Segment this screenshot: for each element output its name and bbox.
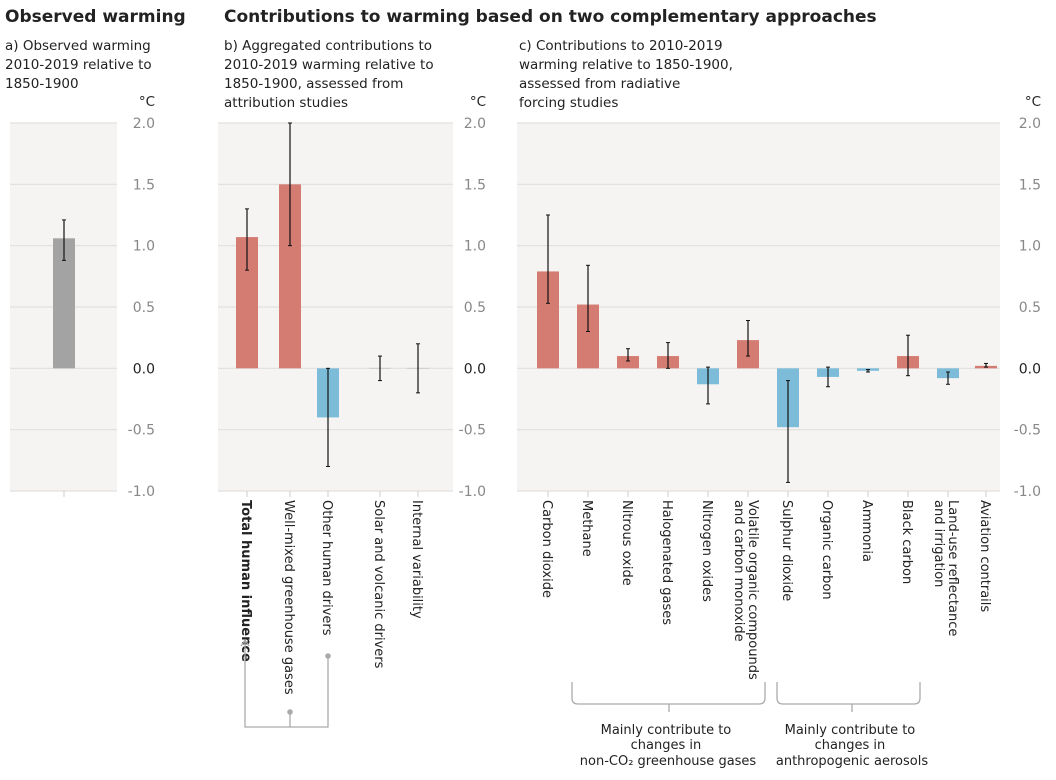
y-tick-label: -0.5 bbox=[1014, 423, 1041, 439]
category-label: Sulphur dioxide bbox=[779, 500, 794, 601]
y-tick-label: 2.0 bbox=[464, 116, 486, 132]
category-label: Black carbon bbox=[899, 500, 914, 584]
bar bbox=[279, 184, 301, 369]
panel-title-line: a) Observed warming bbox=[5, 38, 151, 54]
y-tick-label: -1.0 bbox=[459, 484, 486, 500]
y-tick-label: -0.5 bbox=[128, 423, 155, 439]
unit-label: °C bbox=[470, 94, 486, 110]
y-tick-label: 1.0 bbox=[133, 239, 155, 255]
panel-c: c) Contributions to 2010-2019 warming rel… bbox=[517, 38, 1041, 680]
panel-title-line: 2010-2019 warming relative to bbox=[224, 57, 434, 73]
connector-line bbox=[244, 640, 329, 728]
connector-dot bbox=[287, 709, 293, 715]
category-label: Nitrogen oxides bbox=[699, 500, 714, 602]
category-label: Nitrous oxide bbox=[619, 500, 634, 586]
bracket-aerosols bbox=[776, 682, 921, 712]
title-contributions: Contributions to warming based on two co… bbox=[224, 7, 877, 27]
y-tick-label: 1.5 bbox=[133, 177, 155, 193]
category-label: Organic carbon bbox=[819, 500, 834, 600]
category-label: Halogenated gases bbox=[659, 500, 674, 625]
category-label: Methane bbox=[579, 500, 594, 557]
y-tick-label: -0.5 bbox=[459, 423, 486, 439]
category-label: Carbon dioxide bbox=[539, 500, 554, 598]
panel-a: a) Observed warming 2010-2019 relative to… bbox=[5, 38, 155, 500]
category-label: Land-use reflectanceand irrigation bbox=[931, 500, 960, 636]
category-label: Other human drivers bbox=[319, 500, 334, 636]
panel-title-line: b) Aggregated contributions to bbox=[224, 38, 432, 54]
y-tick-label: 1.0 bbox=[1019, 239, 1041, 255]
panel-title-line: attribution studies bbox=[224, 95, 348, 111]
y-tick-label: 2.0 bbox=[1019, 116, 1041, 132]
y-tick-label: 0.0 bbox=[133, 361, 155, 377]
y-tick-label: 0.5 bbox=[133, 300, 155, 316]
panel-title-line: warming relative to 1850-1900, bbox=[519, 57, 733, 73]
arrow-up-icon bbox=[240, 638, 250, 647]
panel-title-line: 1850-1900, assessed from bbox=[224, 76, 403, 92]
category-label: Well-mixed greenhouse gases bbox=[281, 500, 296, 695]
annotation-aerosols: Mainly contribute to changes in anthropo… bbox=[776, 723, 928, 769]
bar bbox=[617, 356, 639, 369]
panel-title-line: forcing studies bbox=[519, 95, 618, 111]
y-tick-label: 1.5 bbox=[1019, 177, 1041, 193]
bar bbox=[537, 271, 559, 369]
y-tick-label: 0.5 bbox=[1019, 300, 1041, 316]
unit-label: °C bbox=[139, 94, 155, 110]
y-tick-label: 0.5 bbox=[464, 300, 486, 316]
category-label: Aviation contrails bbox=[977, 500, 992, 612]
title-observed-warming: Observed warming bbox=[5, 7, 186, 27]
y-tick-label: 1.5 bbox=[464, 177, 486, 193]
connector-dot bbox=[325, 653, 331, 659]
category-label: Internal variability bbox=[409, 500, 424, 619]
panel-title-line: 1850-1900 bbox=[5, 76, 79, 92]
y-tick-label: 1.0 bbox=[464, 239, 486, 255]
category-label: Total human influence bbox=[238, 500, 253, 662]
bar bbox=[53, 238, 75, 369]
bracket-non-co2 bbox=[571, 682, 766, 712]
category-label: Volatile organic compoundsand carbon mon… bbox=[731, 500, 760, 680]
y-tick-label: 0.0 bbox=[464, 361, 486, 377]
panel-b: b) Aggregated contributions to 2010-2019 … bbox=[218, 38, 486, 695]
panel-title-line: assessed from radiative bbox=[519, 76, 680, 92]
y-tick-label: 0.0 bbox=[1019, 361, 1041, 377]
category-label: Solar and volcanic drivers bbox=[371, 500, 386, 669]
category-label: Ammonia bbox=[859, 500, 874, 562]
bar bbox=[236, 237, 258, 369]
unit-label: °C bbox=[1025, 94, 1041, 110]
panel-title-line: 2010-2019 relative to bbox=[5, 57, 152, 73]
human-influence-connector bbox=[240, 638, 331, 728]
panel-title-line: c) Contributions to 2010-2019 bbox=[519, 38, 723, 54]
y-tick-label: -1.0 bbox=[128, 484, 155, 500]
y-tick-label: 2.0 bbox=[133, 116, 155, 132]
annotation-non-co2: Mainly contribute to changes in non-CO₂ … bbox=[580, 723, 757, 769]
y-tick-label: -1.0 bbox=[1014, 484, 1041, 500]
bar bbox=[577, 304, 599, 369]
